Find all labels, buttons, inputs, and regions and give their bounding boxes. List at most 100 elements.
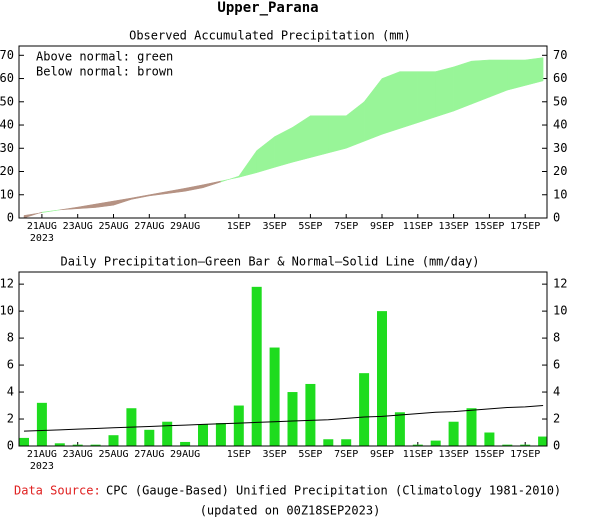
accumulation-area <box>166 187 186 194</box>
x-tick-label: 27AUG <box>134 221 164 232</box>
x-tick-label: 5SEP <box>298 221 322 232</box>
bar <box>180 441 191 446</box>
x-tick-label: 25AUG <box>98 449 128 460</box>
bar <box>36 402 47 446</box>
y-tick-label: 10 <box>0 187 14 201</box>
accumulation-area <box>524 57 544 86</box>
bar <box>323 439 334 446</box>
bar <box>233 405 244 446</box>
bar <box>144 429 155 446</box>
y2-tick-label: 12 <box>553 277 567 291</box>
y2-tick-label: 8 <box>553 331 560 345</box>
x-tick-label: 27AUG <box>134 449 164 460</box>
y2-tick-label: 20 <box>553 164 567 178</box>
accumulation-area <box>95 200 114 208</box>
x-tick-label: 25AUG <box>98 221 128 232</box>
bar <box>305 383 316 446</box>
bar <box>108 435 119 446</box>
bar <box>341 439 352 446</box>
accumulation-area <box>238 149 257 178</box>
y-tick-label: 40 <box>0 118 14 132</box>
y-tick-label: 50 <box>0 94 14 108</box>
bar <box>72 444 83 446</box>
accumulation-area <box>220 175 240 183</box>
accumulation-area <box>256 136 275 174</box>
accumulation-area <box>471 59 490 105</box>
x-tick-label: 11SEP <box>403 449 433 460</box>
y2-tick-label: 40 <box>553 118 567 132</box>
x-tick-label: 9SEP <box>370 221 394 232</box>
page-title: Upper_Parana <box>217 0 318 16</box>
x-tick-label: 29AUG <box>170 449 200 460</box>
x-tick-label: 5SEP <box>298 449 322 460</box>
bar <box>215 423 226 446</box>
bar <box>466 408 477 446</box>
x-tick-label: 11SEP <box>403 221 433 232</box>
accumulation-area <box>381 71 401 135</box>
y-tick-label: 30 <box>0 141 14 155</box>
legend-note: Below normal: brown <box>36 65 173 79</box>
y2-tick-label: 10 <box>553 304 567 318</box>
bar <box>198 424 208 446</box>
accumulation-area <box>489 59 508 98</box>
bar <box>394 412 405 446</box>
y2-tick-label: 2 <box>553 412 560 426</box>
x-tick-label: 1SEP <box>227 449 251 460</box>
x-tick-label: 23AUG <box>63 449 93 460</box>
year-label: 2023 <box>30 233 54 244</box>
bar <box>269 347 280 446</box>
accumulation-area <box>345 101 365 149</box>
accumulation-area <box>363 77 383 142</box>
plot-frame <box>18 271 548 447</box>
accumulation-area <box>184 184 204 192</box>
accumulation-area <box>274 126 293 168</box>
y2-tick-label: 4 <box>553 385 560 399</box>
source-text: CPC (Gauge-Based) Unified Precipitation … <box>106 484 561 498</box>
y-tick-label: 10 <box>0 304 14 318</box>
legend-note: Above normal: green <box>36 50 173 64</box>
bar <box>377 311 387 446</box>
bar <box>90 444 101 446</box>
y-tick-label: 0 <box>7 439 14 453</box>
accumulation-area <box>453 60 472 112</box>
y-tick-label: 70 <box>0 48 14 62</box>
accumulation-area <box>23 211 43 219</box>
y-tick-label: 20 <box>0 164 14 178</box>
y2-tick-label: 6 <box>553 358 560 372</box>
x-tick-label: 17SEP <box>510 221 540 232</box>
y-tick-label: 60 <box>0 71 14 85</box>
bar <box>520 444 531 446</box>
x-tick-label: 21AUG <box>27 449 57 460</box>
accumulation-area <box>399 71 419 129</box>
accumulation-area <box>113 197 132 206</box>
accumulation-area <box>310 115 329 158</box>
normal-line <box>23 405 544 432</box>
x-tick-label: 17SEP <box>510 449 540 460</box>
x-tick-label: 9SEP <box>370 449 394 460</box>
x-tick-label: 23AUG <box>63 221 93 232</box>
updated-note: (updated on 00Z18SEP2023) <box>200 504 381 518</box>
y-tick-label: 4 <box>7 385 14 399</box>
bar <box>484 432 495 446</box>
accumulation-area <box>149 191 168 197</box>
accumulation-area <box>292 115 311 163</box>
y2-tick-label: 30 <box>553 141 567 155</box>
x-tick-label: 21AUG <box>27 221 57 232</box>
accumulation-area <box>131 194 150 200</box>
bar <box>287 392 298 446</box>
panel-title: Observed Accumulated Precipitation (mm) <box>129 29 411 43</box>
y-tick-label: 8 <box>7 331 14 345</box>
y-tick-label: 12 <box>0 277 14 291</box>
bar <box>412 444 423 446</box>
bar <box>430 440 441 446</box>
x-tick-label: 3SEP <box>263 221 287 232</box>
accumulation-area <box>328 115 347 154</box>
y2-tick-label: 70 <box>553 48 567 62</box>
y-tick-label: 2 <box>7 412 14 426</box>
y2-tick-label: 50 <box>553 94 567 108</box>
plot-frame <box>18 45 548 219</box>
bar <box>251 286 262 446</box>
x-tick-label: 7SEP <box>334 221 358 232</box>
x-tick-label: 29AUG <box>170 221 200 232</box>
